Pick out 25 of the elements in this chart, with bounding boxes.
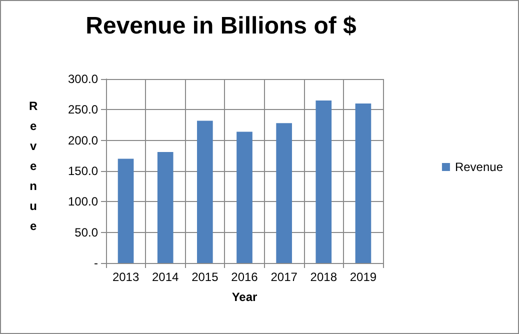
y-tick-label: 100.0 (68, 194, 98, 209)
x-tick-label: 2014 (152, 270, 180, 284)
y-axis-title: Revenue (28, 99, 38, 233)
y-tick-label: 250.0 (68, 102, 98, 117)
x-tick-label: 2013 (112, 270, 140, 284)
x-tick-label: 2017 (270, 270, 298, 284)
y-tick-label: 300.0 (68, 72, 98, 86)
x-tick-label: 2018 (310, 270, 338, 284)
bar (276, 123, 292, 263)
y-tick-label: 150.0 (68, 164, 98, 178)
bar (355, 104, 372, 263)
legend-label: Revenue (454, 160, 504, 174)
chart-title: Revenue in Billions of $ (86, 12, 358, 40)
bar (316, 100, 332, 263)
y-tick-label: - (94, 256, 98, 270)
x-tick-label: 2019 (350, 270, 377, 284)
bar (118, 158, 134, 263)
x-tick-label: 2016 (231, 270, 258, 284)
bar (197, 120, 213, 263)
bar (157, 152, 174, 263)
x-axis-title: Year (232, 290, 258, 304)
bar (236, 132, 252, 263)
y-tick-label: 50.0 (74, 225, 98, 240)
y-tick-label: 200.0 (68, 133, 98, 148)
x-tick-label: 2015 (192, 270, 219, 284)
